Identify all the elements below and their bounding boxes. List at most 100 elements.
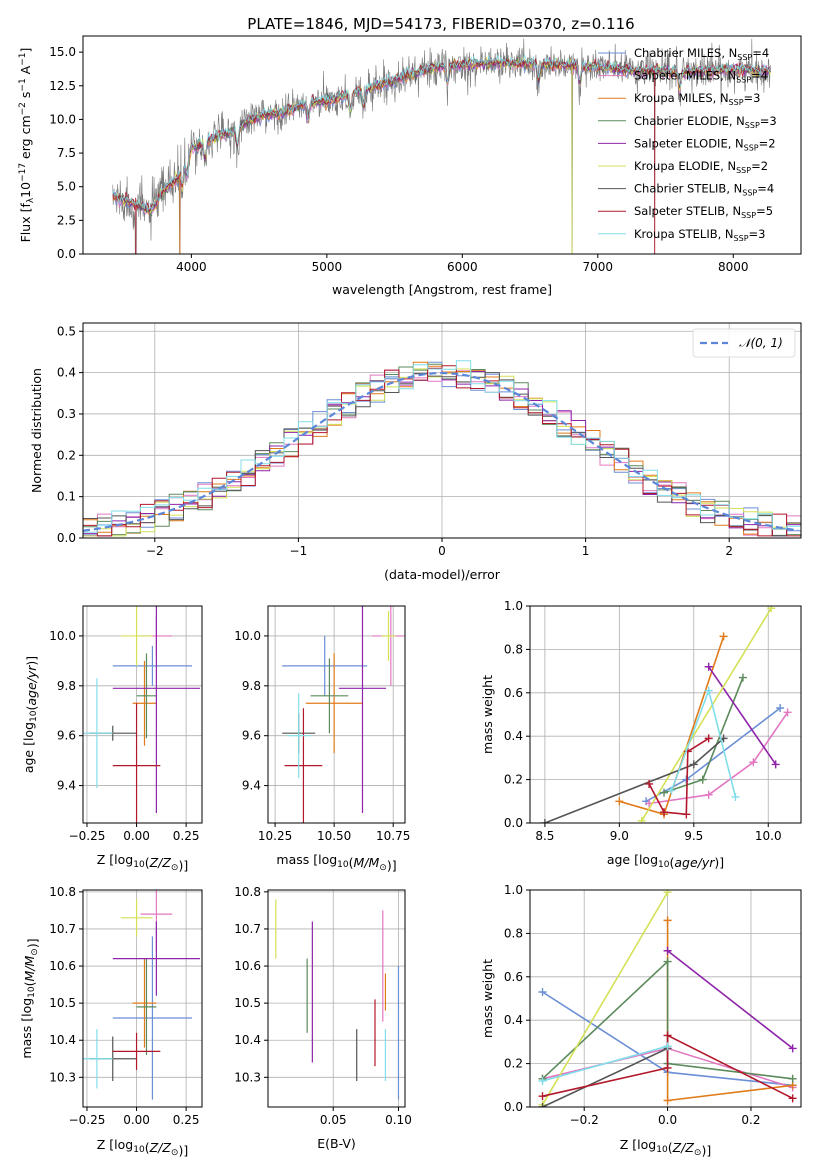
weight-marker — [788, 1094, 797, 1103]
y-tick-label: 10.7 — [49, 922, 76, 936]
weight-marker — [663, 890, 672, 897]
figure-title: PLATE=1846, MJD=54173, FIBERID=0370, z=0… — [247, 15, 634, 33]
weight-line-5 — [541, 891, 669, 1106]
legend-label-base: Salpeter ELODIE, N — [634, 136, 744, 150]
plot-area — [83, 360, 801, 538]
weight-line-3 — [541, 959, 793, 1080]
x-tick-label: 4000 — [176, 260, 207, 274]
panel-spectrum: 4000 5000 6000 7000 8000 0.0 2.5 5.0 7.5 10.0 12.5… — [18, 35, 802, 297]
x-axis-label: E(B-V) — [317, 1136, 356, 1151]
legend-label-4: Salpeter ELODIE, NSSP=2 — [634, 136, 776, 152]
label-part: 10 — [27, 986, 37, 998]
y-tick-label: 0.2 — [504, 1057, 523, 1071]
x-tick-label: −2 — [146, 544, 164, 558]
weight-marker — [788, 1074, 797, 1083]
weight-marker — [660, 808, 669, 817]
weight-marker — [538, 1103, 547, 1107]
x-axis-label: Z [log10(Z/Z⊙)] — [97, 1137, 188, 1158]
axes: −2 −1 0 1 2 0.0 0.1 0.2 0.3 0.4 0.5 𝒩(0, 1) (data-mo… — [29, 322, 802, 582]
weight-line-6 — [542, 1047, 668, 1107]
weight-marker — [663, 1042, 672, 1051]
y-tick-label: 2.5 — [57, 213, 76, 227]
legend-label-tail: =4 — [751, 69, 768, 83]
y-axis-label-part: −1 — [18, 78, 28, 91]
y-axis-label-part: ] — [18, 48, 33, 53]
x-tick-label: 2 — [725, 544, 733, 558]
y-tick-label: 10.3 — [234, 1070, 261, 1084]
y-tick-label: 9.6 — [57, 729, 76, 743]
x-tick-label: 9.5 — [684, 829, 703, 843]
label-part: 10 — [656, 1145, 668, 1155]
x-axis-label: Z [log10(Z/Z⊙)] — [97, 852, 188, 873]
grid-lines — [83, 890, 202, 1107]
y-axis-label-part: A — [18, 65, 33, 78]
weight-marker — [704, 734, 713, 743]
weight-marker — [771, 760, 780, 769]
x-tick-label: −0.2 — [570, 1113, 599, 1127]
errorbar-point-5 — [120, 606, 153, 666]
gaussian-reference-curve — [83, 372, 799, 532]
weight-marker — [783, 708, 792, 717]
weight-marker — [615, 797, 624, 806]
label-part: )] — [178, 1143, 188, 1158]
label-part: age/yr — [24, 665, 39, 706]
label-part: ⊙ — [171, 863, 179, 873]
y-tick-label: 10.8 — [234, 885, 261, 899]
label-part: age [log — [21, 722, 36, 773]
weight-line-8 — [542, 1045, 668, 1082]
plot-area — [83, 890, 201, 1100]
label-part: 10 — [133, 860, 145, 870]
weight-marker — [776, 703, 785, 712]
y-axis-label: mass weight — [480, 959, 495, 1038]
errorbar-point-2 — [132, 958, 157, 1048]
x-tick-label: 8000 — [718, 260, 749, 274]
y-axis-label: Normed distribution — [29, 368, 44, 493]
label-part: mass [log — [276, 852, 337, 867]
y-tick-label: 0.0 — [57, 531, 76, 545]
y-tick-label: 10.8 — [49, 885, 76, 899]
y-axis-label-part: s — [18, 92, 33, 103]
axes: −0.25 0.00 0.259.49.69.810.0Z [log10(Z/Z⊙)… — [21, 605, 203, 873]
y-tick-label: 10.0 — [49, 629, 76, 643]
y-tick-label: 1.0 — [504, 883, 523, 897]
legend-label-sub: SSP — [745, 121, 760, 130]
legend-label-5: Kroupa ELODIE, NSSP=2 — [634, 159, 768, 175]
label-part: age [log — [607, 852, 658, 867]
x-tick-label: 9.0 — [610, 829, 629, 843]
legend-label-sub: SSP — [734, 234, 749, 243]
weight-marker — [663, 1096, 672, 1105]
errorbar-point-3 — [136, 653, 157, 739]
weight-line-4 — [667, 950, 794, 1050]
y-axis-label: mass [log10(M/M⊙)] — [19, 938, 40, 1058]
y-tick-label: 9.8 — [242, 679, 261, 693]
y-tick-label: 15.0 — [49, 45, 76, 59]
y-tick-label: 0.0 — [504, 1100, 523, 1114]
panel-mass_vs_ebv: 0.05 0.10 10.3 10.4 10.5 10.6 10.7 10.8 E(B-V) — [234, 885, 412, 1151]
x-axis-label: Z [log10(Z/Z⊙)] — [620, 1137, 711, 1158]
x-tick-label: 0.00 — [123, 829, 150, 843]
label-part: ⊙ — [171, 1148, 179, 1158]
errorbar-point-4 — [338, 606, 387, 814]
label-part: ⊙ — [694, 1148, 702, 1158]
weight-marker — [667, 786, 676, 795]
x-tick-label: 10.75 — [376, 829, 410, 843]
axes-frame — [82, 889, 203, 1108]
plot-area — [282, 606, 405, 823]
legend-label-base: Salpeter STELIB, N — [634, 204, 741, 218]
legend-label-tail: =3 — [749, 227, 766, 241]
errorbar-point-0 — [282, 635, 368, 696]
panel-age_vs_Z: −0.25 0.00 0.259.49.69.810.0Z [log10(Z/Z⊙)… — [21, 605, 203, 873]
label-part: )] — [701, 1143, 711, 1158]
axes: 4000 5000 6000 7000 8000 0.0 2.5 5.0 7.5 10.0 12.5… — [18, 35, 802, 297]
label-part: )] — [25, 938, 40, 948]
x-tick-label: 0.0 — [658, 1113, 677, 1127]
legend-label-sub: SSP — [736, 166, 751, 175]
weight-marker — [788, 1044, 797, 1053]
legend-label-0: Chabrier MILES, NSSP=4 — [634, 46, 769, 62]
label-part: Z [log — [97, 852, 133, 867]
y-tick-label: 12.5 — [49, 79, 76, 93]
errorbar-point-5 — [120, 899, 153, 937]
label-part: M/M — [22, 955, 37, 981]
errorbar-point-0 — [112, 645, 193, 686]
